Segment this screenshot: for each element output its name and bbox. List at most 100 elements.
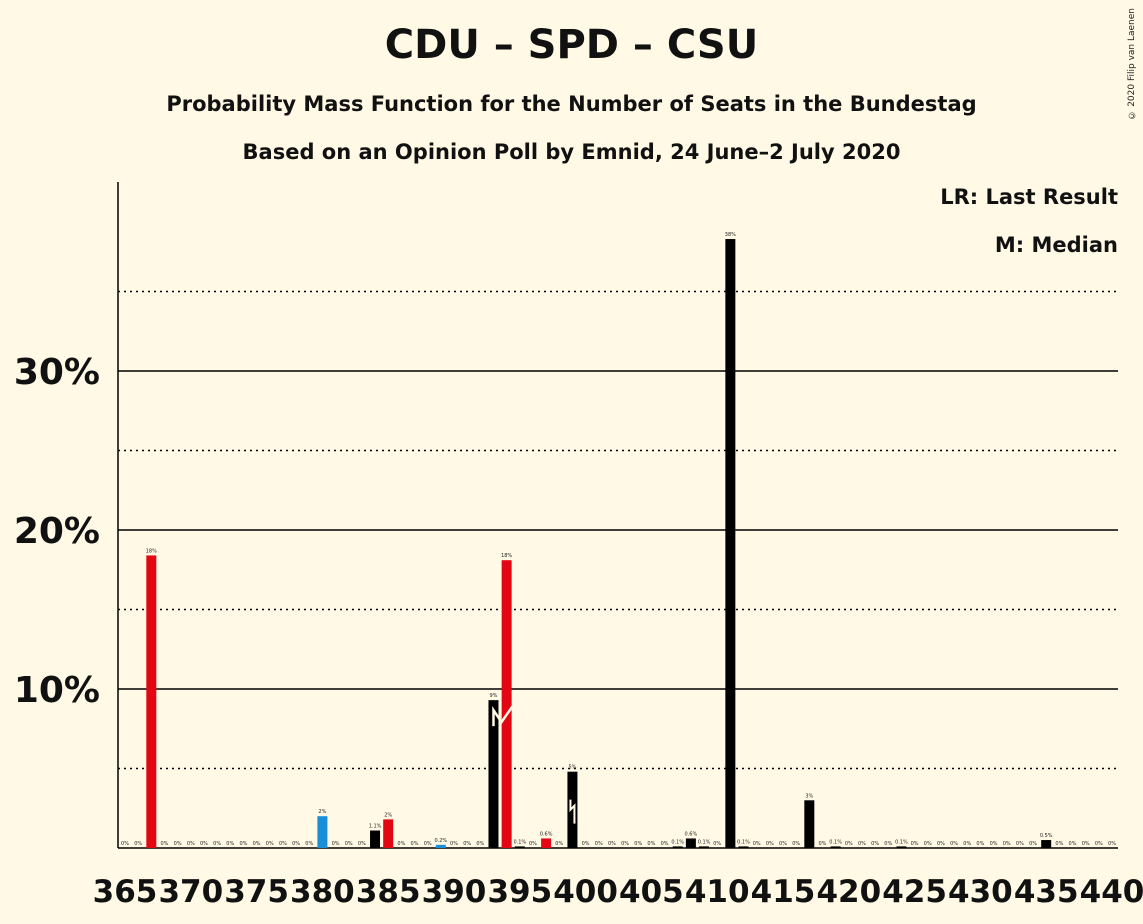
bar-label-369: 0%: [174, 841, 182, 847]
x-tick-label: 425: [882, 874, 947, 910]
bar-label-381: 0%: [332, 841, 340, 847]
bar-label-396: 0%: [529, 841, 537, 847]
bar-389: [435, 844, 446, 848]
x-tick-label: 365: [93, 874, 158, 910]
bar-label-387: 0%: [411, 841, 419, 847]
bar-label-393: 9%: [490, 693, 498, 699]
bar-435: [1041, 840, 1052, 848]
bar-label-428: 0%: [950, 841, 958, 847]
bar-label-432: 0%: [1003, 841, 1011, 847]
bar-label-412: 0.1%: [737, 839, 750, 845]
bar-367: [146, 555, 157, 848]
bar-408: [685, 838, 696, 848]
bar-label-400: 0%: [582, 841, 590, 847]
bar-label-367: 18%: [146, 548, 157, 554]
y-tick-label: 10%: [14, 670, 100, 711]
bar-label-427: 0%: [937, 841, 945, 847]
bar-label-402: 0%: [608, 841, 616, 847]
bar-409: [699, 846, 710, 848]
bar-label-429: 0%: [963, 841, 971, 847]
bar-label-380: 2%: [318, 809, 326, 815]
bar-label-430: 0%: [976, 841, 984, 847]
bar-label-406: 0%: [661, 841, 669, 847]
x-tick-label: 380: [290, 874, 355, 910]
bar-397: [541, 838, 552, 848]
bar-label-436: 0%: [1055, 841, 1063, 847]
bar-label-385: 2%: [384, 812, 392, 818]
y-tick-label: 30%: [14, 352, 100, 393]
y-tick-label: 20%: [14, 511, 100, 552]
chart-title: CDU – SPD – CSU: [384, 22, 759, 68]
bar-384: [370, 830, 381, 848]
bar-label-386: 0%: [397, 841, 405, 847]
bar-label-413: 0%: [753, 841, 761, 847]
bar-label-415: 0%: [779, 841, 787, 847]
bar-label-401: 0%: [595, 841, 603, 847]
chart-subtitle: Probability Mass Function for the Number…: [166, 92, 977, 116]
bar-label-437: 0%: [1069, 841, 1077, 847]
bar-label-395: 0.1%: [513, 839, 526, 845]
bar-label-438: 0%: [1082, 841, 1090, 847]
bar-385: [383, 819, 394, 848]
bar-label-375: 0%: [253, 841, 261, 847]
bar-label-399: 5%: [568, 765, 576, 771]
bar-label-389: 0.2%: [434, 838, 447, 844]
bar-label-371: 0%: [200, 841, 208, 847]
bar-407: [672, 846, 683, 848]
bar-label-426: 0%: [924, 841, 932, 847]
bar-417: [804, 800, 815, 848]
x-tick-label: 400: [553, 874, 618, 910]
bar-label-398: 0%: [555, 841, 563, 847]
bar-label-379: 0%: [305, 841, 313, 847]
median-marker: [569, 799, 576, 824]
x-tick-label: 390: [422, 874, 487, 910]
x-tick-label: 415: [751, 874, 816, 910]
bar-label-431: 0%: [990, 841, 998, 847]
bar-label-417: 3%: [805, 793, 813, 799]
bar-label-376: 0%: [266, 841, 274, 847]
x-tick-label: 385: [356, 874, 421, 910]
bar-label-439: 0%: [1095, 841, 1103, 847]
bar-393: [488, 700, 499, 848]
x-tick-label: 410: [685, 874, 750, 910]
bar-label-394: 18%: [501, 553, 512, 559]
bar-label-382: 0%: [345, 841, 353, 847]
bar-label-368: 0%: [161, 841, 169, 847]
bar-label-378: 0%: [292, 841, 300, 847]
bar-label-365: 0%: [121, 841, 129, 847]
bar-419: [830, 846, 841, 848]
bar-label-434: 0%: [1029, 841, 1037, 847]
bar-394: [501, 560, 512, 848]
bar-412: [738, 846, 749, 848]
bar-label-403: 0%: [621, 841, 629, 847]
bar-label-405: 0%: [647, 841, 655, 847]
bar-label-420: 0%: [845, 841, 853, 847]
x-tick-label: 430: [948, 874, 1013, 910]
chart-source-line: Based on an Opinion Poll by Emnid, 24 Ju…: [242, 140, 901, 164]
bar-label-384: 1.1%: [369, 824, 382, 830]
bar-label-421: 0%: [858, 841, 866, 847]
bar-label-410: 0%: [713, 841, 721, 847]
bar-395: [514, 846, 525, 848]
bar-label-419: 0.1%: [829, 839, 842, 845]
bar-label-390: 0%: [450, 841, 458, 847]
bar-label-435: 0.5%: [1040, 833, 1053, 839]
legend-last-result: LR: Last Result: [940, 185, 1118, 209]
bar-411: [725, 239, 736, 848]
bar-label-366: 0%: [134, 841, 142, 847]
bar-399: [567, 771, 578, 848]
bar-label-411: 38%: [725, 232, 736, 238]
legend-median: M: Median: [994, 233, 1118, 257]
bar-label-408: 0.6%: [685, 831, 698, 837]
last-result-marker: [492, 705, 514, 727]
bar-label-424: 0.1%: [895, 839, 908, 845]
bar-label-372: 0%: [213, 841, 221, 847]
bar-label-433: 0%: [1016, 841, 1024, 847]
bar-label-416: 0%: [792, 841, 800, 847]
x-tick-label: 405: [619, 874, 684, 910]
bar-label-418: 0%: [819, 841, 827, 847]
bar-424: [896, 846, 907, 848]
x-tick-label: 370: [158, 874, 223, 910]
bar-label-391: 0%: [463, 841, 471, 847]
